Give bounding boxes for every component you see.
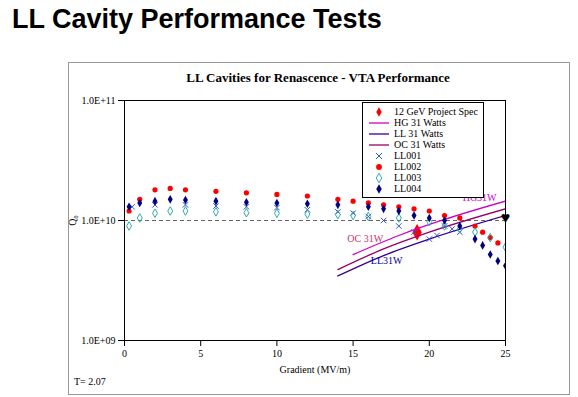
svg-text:25: 25 [501, 348, 511, 359]
svg-text:10: 10 [272, 348, 282, 359]
html-text:LL003: LL003 [394, 172, 422, 183]
svg-text:1.0E+10: 1.0E+10 [81, 215, 115, 226]
html-text:LL 31 Watts: LL 31 Watts [394, 128, 444, 139]
svg-text:LL31W: LL31W [371, 255, 403, 266]
html-text:LL002: LL002 [394, 161, 422, 172]
html-text:HG 31 Watts: HG 31 Watts [394, 117, 446, 128]
html-text:LL Cavity Performance Tests: LL Cavity Performance Tests [12, 4, 382, 34]
svg-text:5: 5 [198, 348, 203, 359]
html-text:LL001: LL001 [394, 150, 422, 161]
svg-text:1.0E+11: 1.0E+11 [82, 95, 116, 106]
svg-text:20: 20 [424, 348, 434, 359]
html-text:12 GeV Project Spec: 12 GeV Project Spec [394, 106, 478, 117]
svg-text:Gradient (MV/m): Gradient (MV/m) [280, 364, 351, 376]
svg-text:0: 0 [122, 348, 127, 359]
svg-text:1.0E+09: 1.0E+09 [81, 335, 115, 346]
svg-text:OC 31W: OC 31W [347, 233, 383, 244]
html-text:OC 31 Watts: OC 31 Watts [394, 139, 446, 150]
html-text:T= 2.07: T= 2.07 [74, 376, 106, 387]
html-text:LL004: LL004 [394, 183, 422, 194]
svg-text:15: 15 [348, 348, 358, 359]
html-text:LL Cavities for Renascence - V: LL Cavities for Renascence - VTA Perform… [186, 70, 450, 85]
svg-text:Q₀: Q₀ [67, 215, 78, 226]
